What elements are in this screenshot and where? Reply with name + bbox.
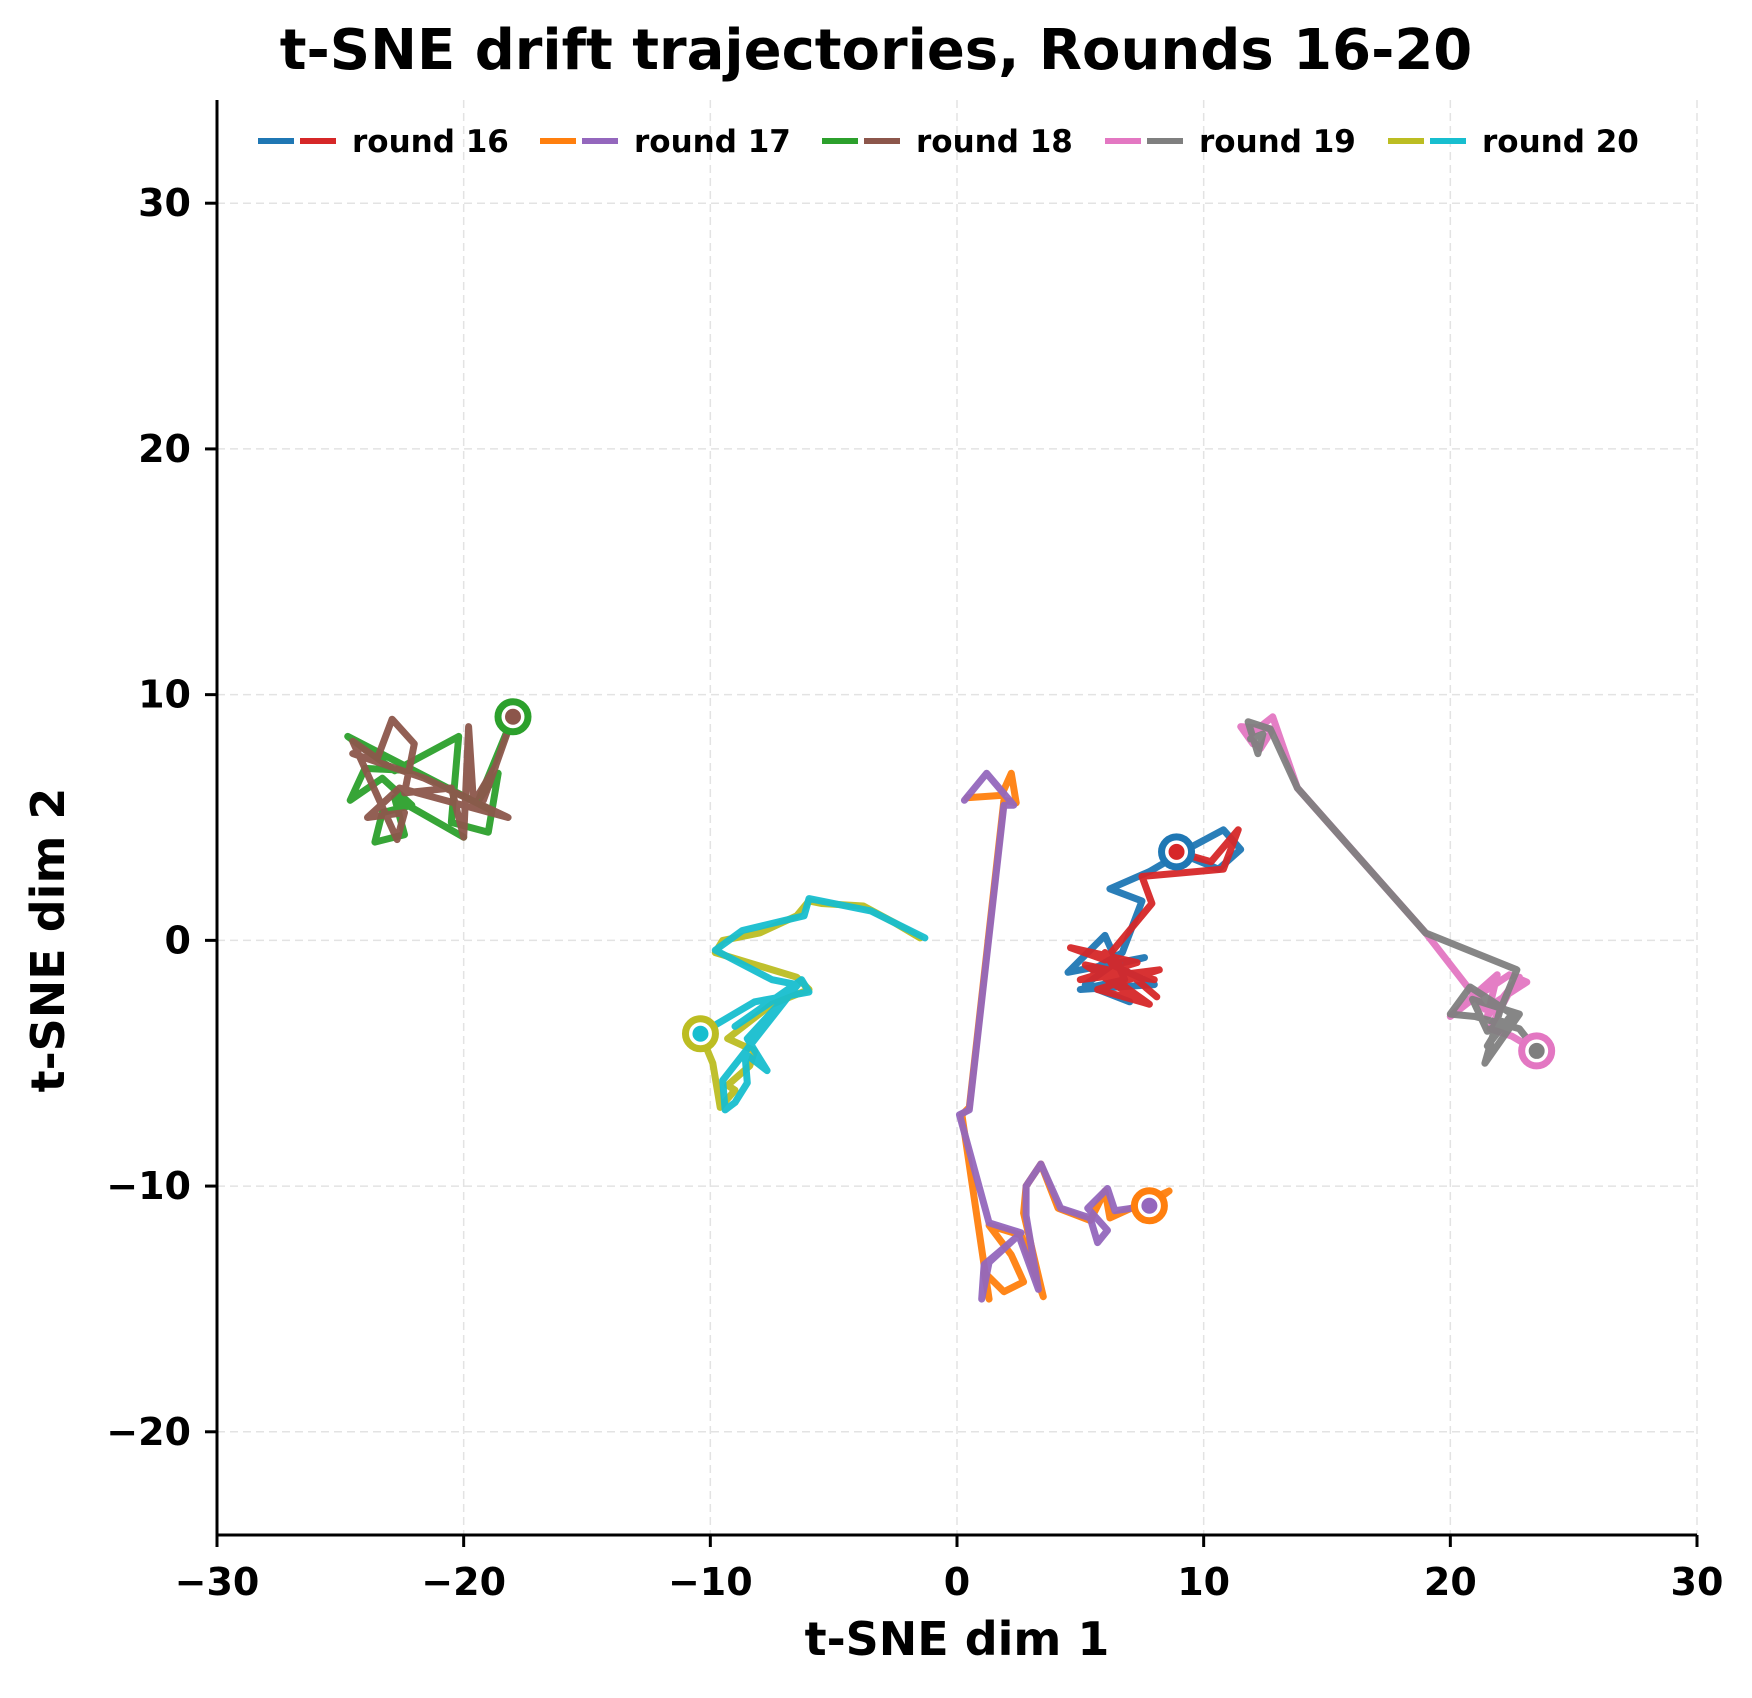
start-dot-marker xyxy=(1141,1197,1158,1214)
x-tick-label: 10 xyxy=(1177,1560,1230,1604)
x-tick-label: 20 xyxy=(1424,1560,1477,1604)
y-tick-label: −10 xyxy=(106,1164,191,1208)
y-tick-label: 10 xyxy=(138,673,191,717)
x-tick-label: −10 xyxy=(668,1560,753,1604)
x-tick-label: −20 xyxy=(421,1560,506,1604)
trajectory-line xyxy=(1244,718,1541,1067)
trajectory-line xyxy=(349,713,517,844)
start-dot-marker xyxy=(505,708,521,725)
grid-lines xyxy=(216,100,1698,1535)
y-tick-label: 0 xyxy=(165,918,191,962)
trajectory-line xyxy=(697,895,929,1114)
trajectory-line xyxy=(697,897,924,1111)
trajectory-line xyxy=(344,713,517,846)
trajectory-line xyxy=(1067,826,1242,1008)
axes: −30 −20 −10 0 10 20 30 −20 −10 0 10 20 30 xyxy=(106,100,1723,1604)
x-tick-label: 30 xyxy=(1671,1560,1724,1604)
y-tick-label: −20 xyxy=(106,1410,191,1454)
trajectory-line xyxy=(956,769,1153,1303)
y-tick-label: 30 xyxy=(138,181,191,225)
x-tick-label: −30 xyxy=(175,1560,260,1604)
legend-label: round 16 xyxy=(352,124,509,160)
start-dot-marker xyxy=(1168,843,1185,860)
start-dot-marker xyxy=(1528,1042,1545,1059)
start-dot-marker xyxy=(692,1025,709,1042)
legend-label: round 18 xyxy=(916,124,1073,160)
trajectories xyxy=(344,698,1556,1303)
legend-label: round 17 xyxy=(634,124,791,160)
legend: round 16 round 17 round 18 round 19 round 20 xyxy=(258,124,1639,160)
chart-title: t-SNE drift trajectories, Rounds 16-20 xyxy=(279,18,1473,83)
y-tick-label: 20 xyxy=(138,427,191,471)
x-tick-label: 0 xyxy=(944,1560,970,1604)
x-axis-label: t-SNE dim 1 xyxy=(804,1612,1110,1666)
legend-label: round 20 xyxy=(1482,124,1639,160)
legend-label: round 19 xyxy=(1199,124,1356,160)
